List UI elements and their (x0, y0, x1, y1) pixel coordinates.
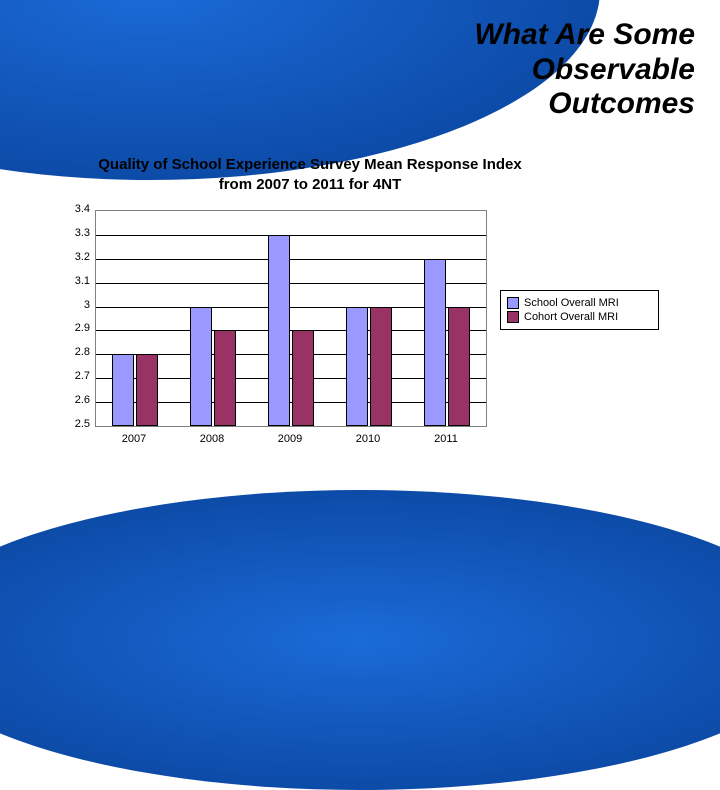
x-tick-label: 2007 (104, 433, 164, 445)
y-tick-label: 2.8 (60, 346, 90, 358)
bar (190, 307, 212, 426)
bar (136, 354, 158, 426)
bar (448, 307, 470, 426)
bar (268, 235, 290, 426)
bar (214, 330, 236, 426)
subtitle-line-2: from 2007 to 2011 for 4NT (50, 175, 570, 195)
x-tick-label: 2008 (182, 433, 242, 445)
bar (346, 307, 368, 426)
grid-line (96, 235, 486, 236)
y-tick-label: 3.1 (60, 275, 90, 287)
x-tick-label: 2011 (416, 433, 476, 445)
title-line-2: Observable (474, 53, 695, 88)
bar-chart: 2.5 2.6 2.7 2.8 2.9 3 3.1 3.2 3.3 3.4 2007 2008 200… (60, 205, 640, 455)
bar (370, 307, 392, 426)
y-tick-label: 3.4 (60, 203, 90, 215)
legend-swatch (507, 297, 519, 309)
chart-subtitle: Quality of School Experience Survey Mean… (50, 155, 570, 194)
bar (292, 330, 314, 426)
subtitle-line-1: Quality of School Experience Survey Mean… (50, 155, 570, 175)
legend-label: School Overall MRI (524, 297, 619, 309)
y-tick-label: 2.5 (60, 418, 90, 430)
legend-swatch (507, 311, 519, 323)
decorative-bottom-curve (0, 490, 720, 790)
y-tick-label: 3.2 (60, 251, 90, 263)
legend: School Overall MRI Cohort Overall MRI (500, 290, 659, 330)
plot-area (95, 210, 487, 427)
title-line-1: What Are Some (474, 18, 695, 53)
legend-item: Cohort Overall MRI (507, 311, 652, 323)
title-line-3: Outcomes (474, 87, 695, 122)
page-title: What Are Some Observable Outcomes (474, 18, 695, 122)
y-tick-label: 3 (60, 299, 90, 311)
bar (112, 354, 134, 426)
y-tick-label: 2.6 (60, 394, 90, 406)
y-tick-label: 2.7 (60, 370, 90, 382)
bar (424, 259, 446, 426)
y-tick-label: 3.3 (60, 227, 90, 239)
legend-label: Cohort Overall MRI (524, 311, 618, 323)
x-tick-label: 2010 (338, 433, 398, 445)
legend-item: School Overall MRI (507, 297, 652, 309)
y-tick-label: 2.9 (60, 322, 90, 334)
x-tick-label: 2009 (260, 433, 320, 445)
